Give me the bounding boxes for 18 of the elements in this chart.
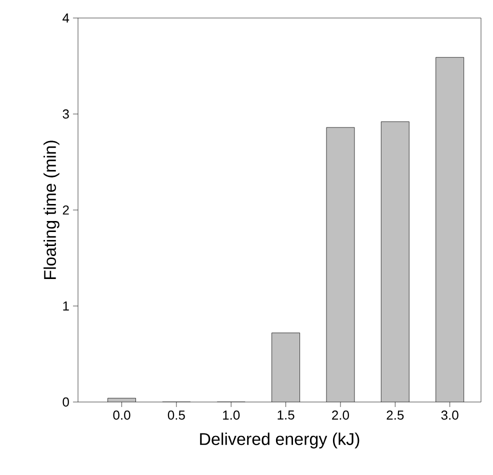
- y-tick-label: 3: [62, 109, 69, 119]
- bar: [436, 57, 464, 402]
- y-tick-label: 2: [62, 205, 69, 215]
- y-tick-label: 1: [63, 302, 69, 310]
- bar: [326, 127, 355, 402]
- x-tick-label: 0.0: [113, 410, 130, 420]
- bar: [380, 121, 410, 402]
- x-tick-label: 1.5: [278, 410, 294, 420]
- x-tick-label: 1.0: [223, 410, 240, 420]
- bar: [272, 332, 300, 402]
- x-tick-label: 3.0: [441, 410, 458, 420]
- x-tick-label: 0.5: [168, 410, 185, 420]
- y-tick-label: 4: [62, 14, 70, 22]
- y-tick-label: 0: [62, 397, 69, 407]
- x-axis-title: Delivered energy (kJ): [200, 432, 360, 448]
- x-tick-label: 2.0: [332, 410, 350, 420]
- y-axis-title: Floating time (min): [44, 140, 60, 279]
- x-tick-label: 2.5: [386, 410, 404, 420]
